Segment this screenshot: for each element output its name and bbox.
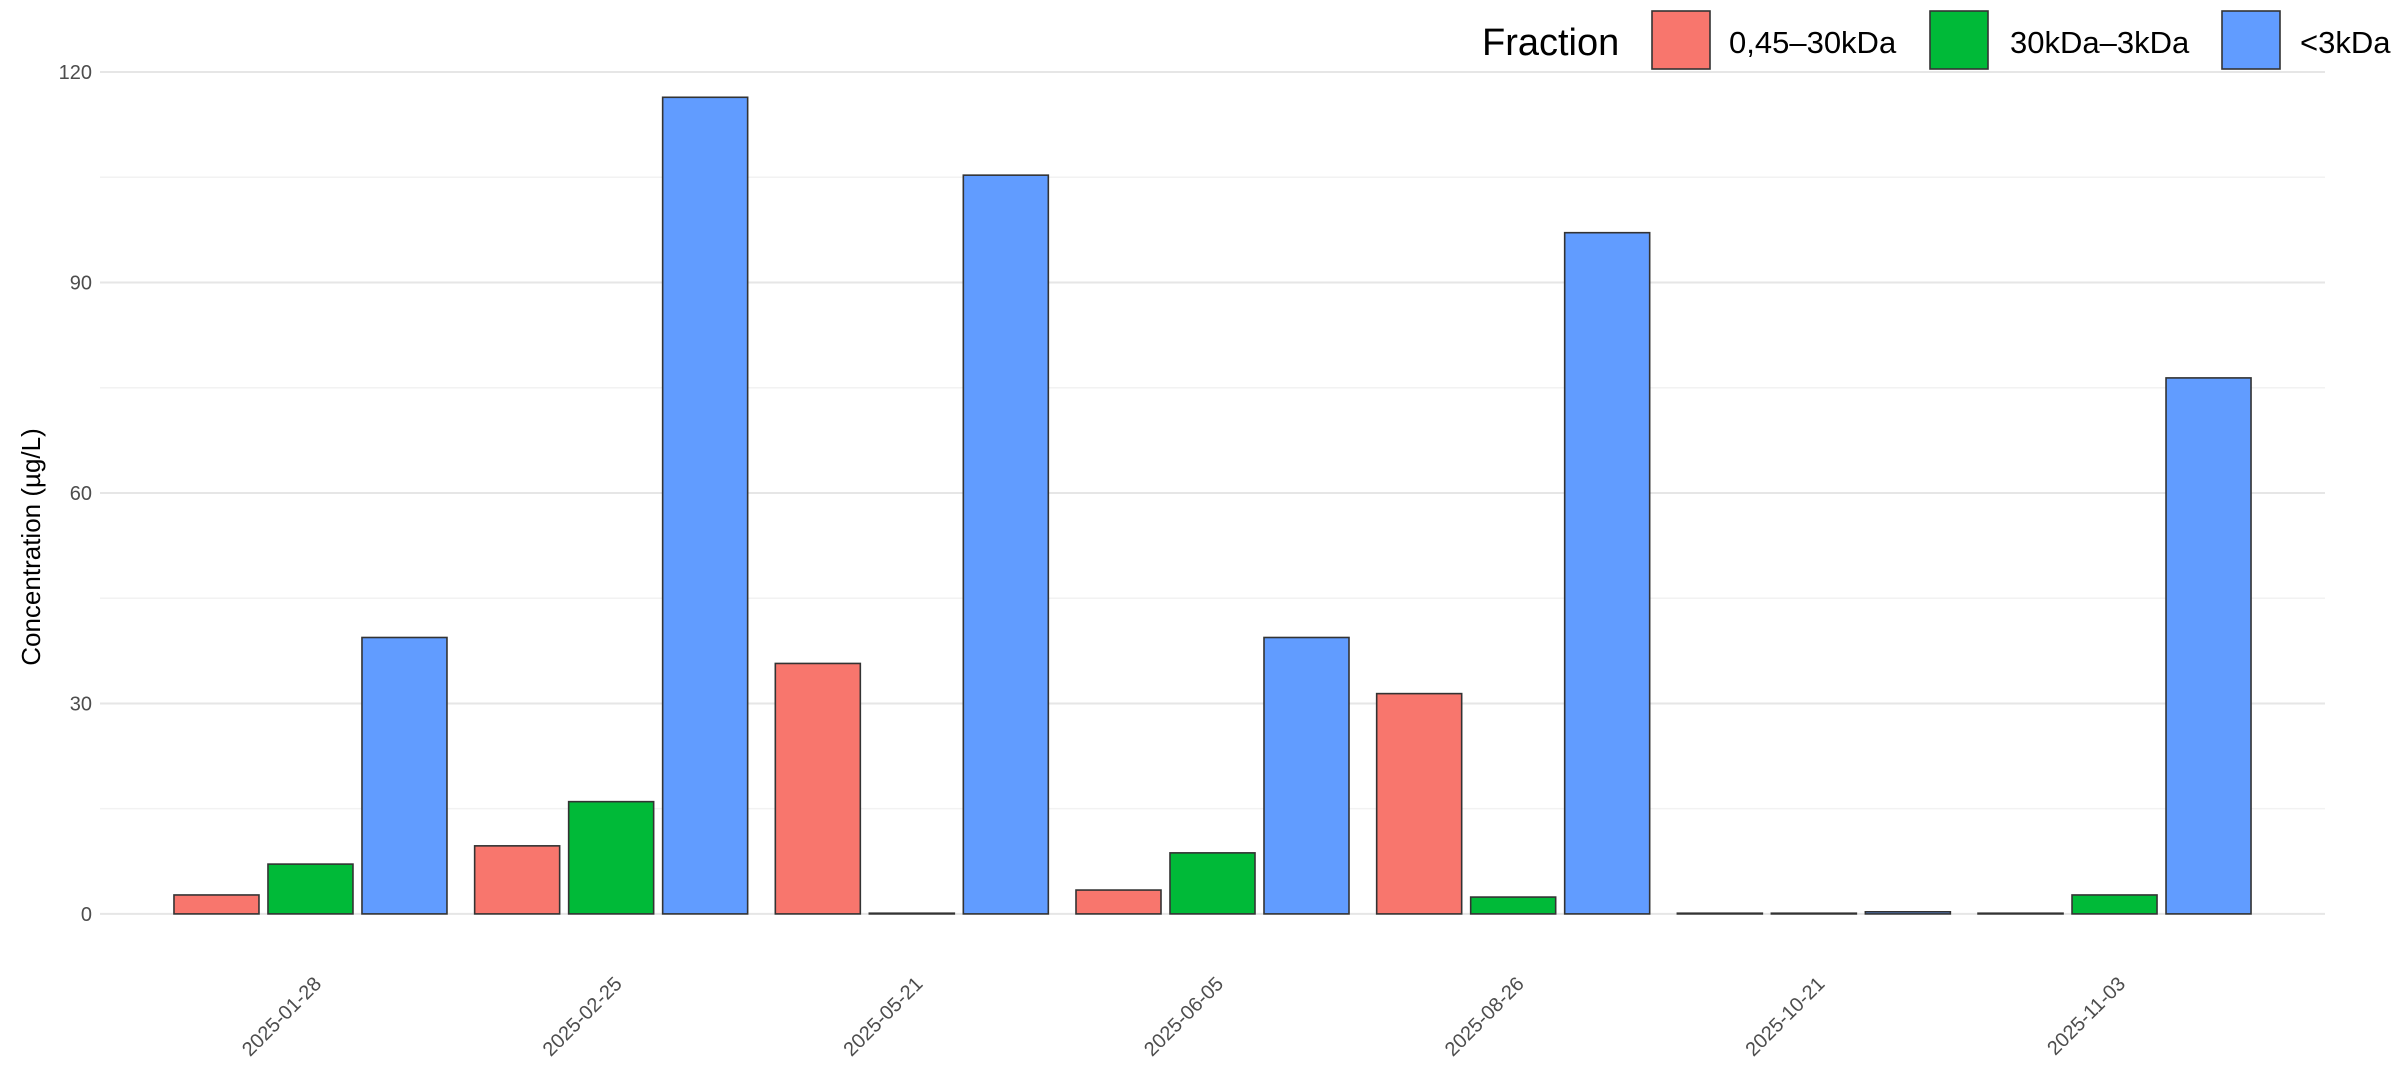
bar-2025-05-21-series-2 (868, 912, 956, 915)
x-tick-label: 2025-05-21 (839, 973, 927, 1061)
bar-2025-06-05-series-1 (1075, 889, 1162, 915)
y-tick-label: 90 (70, 273, 92, 295)
bar-2025-10-21-series-2 (1770, 912, 1858, 915)
bar-2025-01-28-series-3 (361, 636, 448, 915)
y-tick-label: 60 (70, 483, 92, 505)
bar-2025-08-26-series-3 (1563, 231, 1651, 915)
legend-key-2 (1929, 10, 1989, 70)
x-tick-labels: 2025-01-28 2025-02-25 2025-05-21 2025-06-05… (238, 973, 2130, 1061)
y-axis-title: Concentration (µg/L) (16, 428, 46, 666)
x-tick-label: 2025-02-25 (539, 973, 627, 1061)
bar-2025-06-05-series-3 (1263, 636, 1350, 915)
legend-label-2: 30kDa–3kDa (2010, 25, 2190, 60)
bar-2025-02-25-series-1 (473, 845, 561, 915)
legend-label-3: <3kDa (2300, 25, 2391, 60)
legend-key-3 (2221, 10, 2281, 70)
bar-2025-06-05-series-2 (1169, 852, 1256, 915)
bar-2025-08-26-series-1 (1375, 692, 1463, 915)
bar-2025-02-25-series-2 (567, 800, 655, 915)
bar-2025-11-03-series-2 (2071, 894, 2158, 915)
bar-2025-01-28-series-1 (173, 894, 260, 915)
bar-2025-02-25-series-3 (661, 96, 749, 915)
y-tick-label: 30 (70, 693, 92, 715)
y-tick-label: 0 (81, 904, 92, 926)
legend-title: Fraction (1482, 22, 1619, 64)
bar-2025-11-03-series-1 (1977, 912, 2064, 915)
x-tick-label: 2025-08-26 (1441, 973, 1529, 1061)
y-tick-label: 120 (59, 62, 92, 84)
bar-2025-05-21-series-3 (962, 174, 1050, 915)
bar-2025-08-26-series-2 (1469, 896, 1557, 915)
bars (173, 96, 2252, 915)
x-tick-label: 2025-10-21 (1741, 973, 1829, 1061)
bar-2025-11-03-series-3 (2165, 377, 2252, 915)
x-tick-label: 2025-06-05 (1140, 973, 1228, 1061)
legend-key-1 (1651, 10, 1711, 70)
y-tick-labels: 0 30 60 90 120 (59, 62, 92, 926)
x-tick-label: 2025-01-28 (238, 973, 326, 1061)
bar-2025-10-21-series-3 (1864, 911, 1952, 915)
bar-2025-10-21-series-1 (1676, 912, 1764, 915)
legend-label-1: 0,45–30kDa (1729, 25, 1897, 60)
bar-2025-05-21-series-1 (774, 662, 862, 915)
legend: Fraction 0,45–30kDa 30kDa–3kDa <3kDa (1482, 10, 2391, 70)
x-tick-label: 2025-11-03 (2043, 973, 2130, 1060)
bar-2025-01-28-series-2 (267, 863, 354, 915)
